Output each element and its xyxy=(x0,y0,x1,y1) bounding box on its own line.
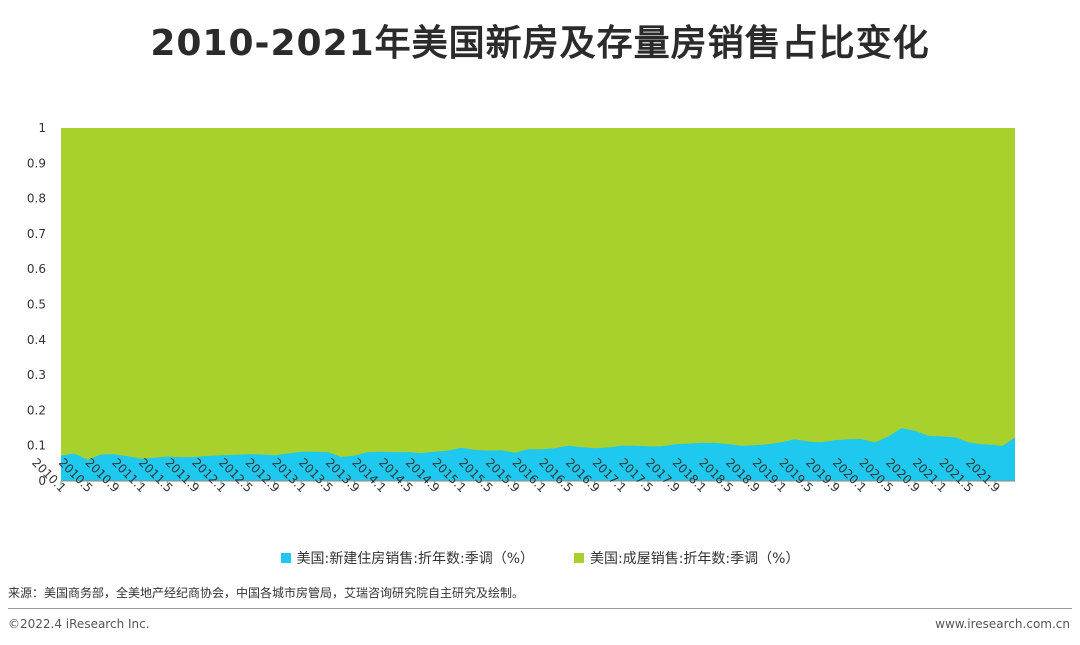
y-tick-label: 0.8 xyxy=(27,192,46,206)
legend-swatch-new-home xyxy=(280,553,291,563)
y-tick-label: 0.3 xyxy=(27,368,46,382)
y-tick-label: 0.5 xyxy=(27,298,46,312)
y-tick-label: 0.1 xyxy=(27,439,46,453)
series-existing-home-area xyxy=(61,128,1015,481)
copyright: ©2022.4 iResearch Inc. xyxy=(8,617,150,631)
y-tick-label: 0.9 xyxy=(27,156,46,170)
source-note: 来源：美国商务部，全美地产经纪商协会，中国各城市房管局，艾瑞咨询研究院自主研究及… xyxy=(8,586,525,600)
chart-title: 2010-2021年美国新房及存量房销售占比变化 xyxy=(150,23,930,64)
footer-divider xyxy=(8,608,1072,609)
stacked-area-chart: 00.10.20.30.40.50.60.70.80.912010.12010.… xyxy=(27,121,1015,495)
legend-item-existing-home: 美国:成屋销售:折年数:季调（%） xyxy=(574,548,799,568)
legend: 美国:新建住房销售:折年数:季调（%） 美国:成屋销售:折年数:季调（%） xyxy=(0,548,1080,568)
legend-item-new-home: 美国:新建住房销售:折年数:季调（%） xyxy=(280,548,534,568)
y-tick-label: 0.7 xyxy=(27,227,46,241)
y-tick-label: 1 xyxy=(38,121,46,135)
series-new-home-area xyxy=(61,428,1015,481)
website-link[interactable]: www.iresearch.com.cn xyxy=(935,617,1070,631)
y-tick-label: 0.2 xyxy=(27,403,46,417)
legend-label-existing-home: 美国:成屋销售:折年数:季调（%） xyxy=(590,551,800,567)
y-tick-label: 0 xyxy=(38,474,46,488)
y-tick-label: 0.4 xyxy=(27,333,46,347)
legend-swatch-existing-home xyxy=(574,553,584,563)
y-tick-label: 0.6 xyxy=(27,262,46,276)
legend-label-new-home: 美国:新建住房销售:折年数:季调（%） xyxy=(296,551,534,567)
